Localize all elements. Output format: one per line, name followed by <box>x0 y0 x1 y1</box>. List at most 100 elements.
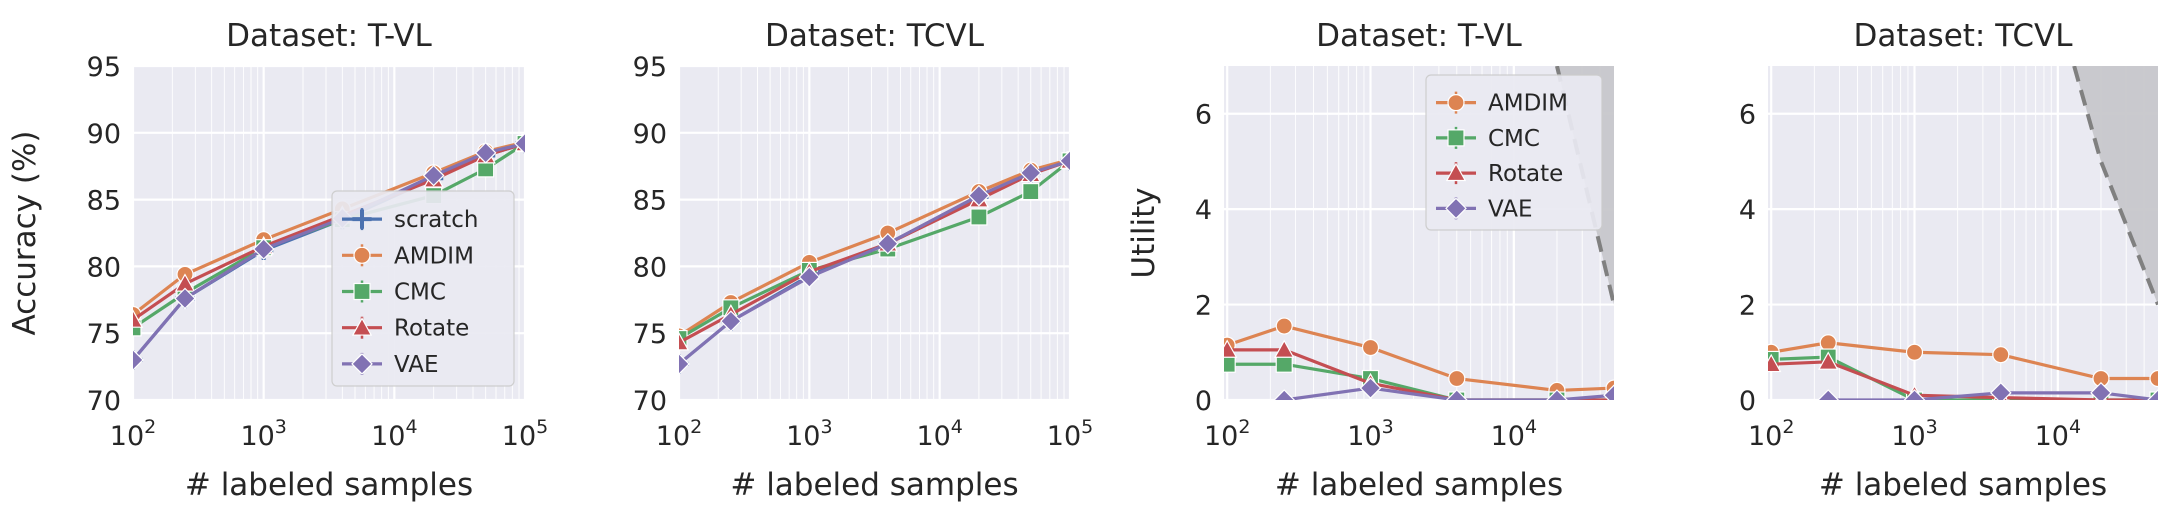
legend: AMDIM CMC Rotate VAE <box>1425 74 1603 231</box>
data-layer <box>133 132 525 371</box>
series-vae <box>1273 377 1614 400</box>
legend-marker <box>353 282 371 301</box>
legend-label: AMDIM <box>394 243 474 269</box>
data-point-cmc <box>133 319 142 337</box>
data-point-vae <box>174 287 196 310</box>
y-tick-label: 90 <box>633 119 667 150</box>
series-vae <box>679 150 1070 375</box>
data-point-vae <box>252 238 275 260</box>
y-axis-label: Utility <box>1126 187 1162 278</box>
legend-item-cmc: CMC <box>1436 126 1540 152</box>
legend-label: CMC <box>1488 126 1540 152</box>
data-point-vae <box>1903 389 1926 400</box>
y-tick-label: 85 <box>633 186 667 217</box>
x-tick-label: 103 <box>786 416 832 452</box>
y-axis-label: Accuracy (%) <box>7 130 43 335</box>
region-boundary <box>2072 66 2158 306</box>
y-tick-label: 6 <box>1739 100 1756 131</box>
x-tick-label: 103 <box>240 416 286 452</box>
chart-title: Dataset: TCVL <box>1854 18 2074 54</box>
x-axis-label: # labeled samples <box>730 467 1018 503</box>
legend-item-cmc: CMC <box>342 280 446 306</box>
chart-panel-1: 70 75 80 85 90 95 102 103 104 105 Dataset: T-VL # l… <box>7 18 548 503</box>
data-point-vae <box>1989 381 2012 400</box>
legend-item-amdim: AMDIM <box>342 243 474 269</box>
y-tick-label: 95 <box>87 52 121 83</box>
x-tick-label: 102 <box>110 416 156 452</box>
y-tick-label: 70 <box>87 386 121 417</box>
series-line-amdim <box>1770 341 2158 381</box>
plot-area <box>679 66 1070 400</box>
data-point-vae <box>133 349 144 371</box>
x-tick-label: 103 <box>1891 416 1937 452</box>
data-point-vae <box>876 232 899 255</box>
data-point-cmc <box>970 208 988 226</box>
y-tick-label: 0 <box>1195 386 1212 417</box>
legend-marker <box>1447 94 1465 112</box>
series-line-rotate <box>1227 348 1614 400</box>
data-layer <box>679 150 1070 375</box>
data-point-vae <box>798 266 821 288</box>
legend-marker <box>1445 197 1467 220</box>
legend-label: AMDIM <box>1488 91 1568 117</box>
y-tick-label: 4 <box>1739 195 1756 226</box>
data-point-vae <box>1603 384 1614 400</box>
y-tick-label: 2 <box>1739 291 1756 322</box>
legend-marker <box>351 353 373 375</box>
data-point-vae <box>514 132 525 155</box>
x-tick-label: 103 <box>1347 416 1393 452</box>
y-tick-label: 2 <box>1195 291 1212 322</box>
y-tick-label: 80 <box>633 252 667 283</box>
data-point-cmc <box>1224 355 1236 373</box>
data-point-vae <box>720 310 742 333</box>
chart-panel-2: 70 75 80 85 90 95 102 103 104 105 Dataset: TCVL # l… <box>633 18 1094 503</box>
data-point-cmc <box>1275 355 1293 373</box>
legend-item-vae: VAE <box>342 352 439 378</box>
data-point-rotate <box>1274 339 1295 358</box>
series-vae <box>133 132 525 371</box>
data-point-vae <box>1019 162 1042 184</box>
data-point-vae <box>1273 389 1296 400</box>
x-axis-label: # labeled samples <box>1275 467 1563 503</box>
legend-box <box>331 190 515 387</box>
x-tick-label: 105 <box>1047 416 1093 452</box>
series-vae <box>1817 381 2158 400</box>
legend-item-rotate: Rotate <box>342 316 469 342</box>
legend-item-rotate: Rotate <box>1436 161 1563 187</box>
data-point-vae <box>679 353 690 375</box>
chart-title: Dataset: TCVL <box>765 18 985 54</box>
y-tick-label: 80 <box>87 252 121 283</box>
data-point-amdim <box>1361 338 1380 357</box>
legend-marker <box>1445 162 1467 182</box>
x-tick-label: 104 <box>371 416 417 452</box>
y-tick-label: 75 <box>633 319 667 350</box>
x-tick-label: 102 <box>1748 416 1794 452</box>
data-point-vae <box>1059 150 1070 172</box>
data-point-vae <box>2147 389 2158 400</box>
legend-label: VAE <box>394 352 439 378</box>
data-point-amdim <box>1448 369 1466 388</box>
legend-label: Rotate <box>394 316 469 342</box>
data-point-amdim <box>1819 334 1837 352</box>
data-point-vae <box>1817 389 1840 400</box>
data-layer <box>1768 66 2158 400</box>
data-point-vae <box>1546 389 1568 400</box>
legend-label: scratch <box>394 207 478 233</box>
series-line-cmc <box>1771 355 2158 400</box>
data-point-cmc <box>1022 182 1040 201</box>
x-tick-label: 104 <box>916 416 962 452</box>
data-point-vae <box>968 184 990 207</box>
x-tick-label: 104 <box>1491 416 1537 452</box>
chart-title: Dataset: T-VL <box>226 18 432 54</box>
legend-label: Rotate <box>1488 161 1563 187</box>
legend-label: VAE <box>1488 196 1533 222</box>
y-tick-label: 70 <box>633 386 667 417</box>
x-tick-label: 102 <box>1204 416 1250 452</box>
x-tick-label: 105 <box>502 416 548 452</box>
data-point-amdim <box>1905 343 1924 361</box>
series-line-amdim <box>1226 324 1614 393</box>
x-tick-label: 104 <box>2035 416 2081 452</box>
data-point-amdim <box>1992 346 2010 364</box>
x-tick-label: 102 <box>656 416 702 452</box>
legend-item-vae: VAE <box>1436 196 1533 222</box>
